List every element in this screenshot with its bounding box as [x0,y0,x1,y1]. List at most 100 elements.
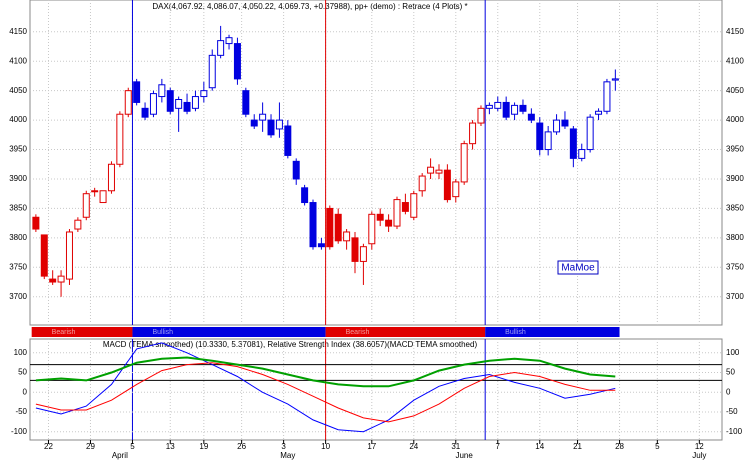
x-tick-label: 5 [655,442,660,451]
candle-body [116,113,124,165]
candle-body [250,119,258,127]
candle-body [611,78,619,81]
regime-label: Bearish [52,329,76,336]
y2-tick-label: 50 [18,368,27,377]
regime-label: Bearish [346,329,370,336]
candle-body [301,187,309,204]
indicator-title: MACD (TEMA smoothed) (10.3330, 5.37081),… [103,340,478,349]
x-tick-label: 26 [237,442,246,451]
x-tick-label: 5 [130,442,135,451]
y2-tick-label-right: 100 [726,348,740,357]
x-tick-label: 28 [615,442,624,451]
x-tick-label: 21 [573,442,582,451]
candle-body [477,107,485,124]
y-tick-label: 4000 [9,115,27,124]
y-tick-label-right: 3900 [726,174,744,183]
candle-body [183,101,191,112]
candle-body [91,190,99,193]
y-tick-label: 3900 [9,174,27,183]
candle-body [452,181,460,198]
y-tick-label: 3950 [9,145,27,154]
candle-body [418,175,426,192]
candle-body [494,101,502,109]
candle-body [225,37,233,45]
candle-body [469,122,477,145]
candle-body [40,234,48,277]
month-label: June [455,451,473,460]
candle-body [502,101,510,118]
candle-body [99,190,107,204]
indicator-line [35,342,616,433]
chart-title: DAX(4,067.92, 4,086.07, 4,050.22, 4,069.… [152,2,467,11]
candle-body [74,219,82,230]
candle-body [578,149,586,159]
month-label: May [280,451,295,460]
y-tick-label-right: 3700 [726,292,744,301]
candle-body [368,213,376,245]
regime-band [325,327,486,337]
watermark: MaMoe [561,263,595,274]
regime-band [132,327,326,337]
regime-band [31,327,133,337]
indicator-line [35,356,616,388]
candle-body [242,90,250,115]
candle-body [376,213,384,221]
y2-tick-label-right: -50 [726,407,738,416]
candle-body [544,131,552,151]
candle-body [292,160,300,180]
x-tick-label: 29 [86,442,95,451]
y2-tick-label: 0 [23,387,28,396]
candle-body [351,237,359,262]
x-tick-label: 7 [496,442,501,451]
candle-body [217,40,225,56]
x-tick-label: 10 [321,442,330,451]
candle-body [124,90,132,115]
y2-tick-label: -100 [11,427,28,436]
y-tick-label: 3850 [9,204,27,213]
candle-body [401,202,409,212]
x-tick-label: 17 [367,442,376,451]
x-tick-label: 24 [409,442,418,451]
candle-body [343,231,351,242]
candle-body [334,213,342,242]
y2-tick-label: -50 [15,407,27,416]
candle-body [208,54,216,89]
candle-body [133,81,141,103]
y-tick-label: 4050 [9,86,27,95]
candle-body [553,119,561,133]
y2-tick-label-right: 0 [726,387,731,396]
regime-label: Bullish [505,329,526,336]
candle-body [317,243,325,248]
candle-body [527,113,535,121]
candle-body [141,107,149,118]
candle-body [82,193,90,218]
candle-body [385,219,393,227]
candle-body [191,96,199,109]
x-tick-label: 13 [166,442,175,451]
y2-tick-label-right: 50 [726,368,735,377]
candle-body [595,110,603,115]
candle-body [427,166,435,174]
y-tick-label-right: 3750 [726,262,744,271]
x-tick-label: 3 [281,442,286,451]
candle-body [259,113,267,121]
candle-body [158,84,166,98]
y2-tick-label-right: -100 [726,427,743,436]
candle-body [107,163,115,192]
candle-body [309,202,317,248]
candle-body [359,246,367,262]
candle-body [410,193,418,218]
y-tick-label-right: 3950 [726,145,744,154]
candle-body [569,128,577,159]
candle-body [200,90,208,98]
y-tick-label: 3750 [9,262,27,271]
y2-tick-label: 100 [14,348,28,357]
candle-body [175,99,183,109]
indicator-line [35,362,616,423]
regime-label: Bullish [152,329,173,336]
x-tick-label: 31 [451,442,460,451]
candle-body [267,119,275,136]
y-tick-label: 4150 [9,27,27,36]
month-label: July [692,451,706,460]
